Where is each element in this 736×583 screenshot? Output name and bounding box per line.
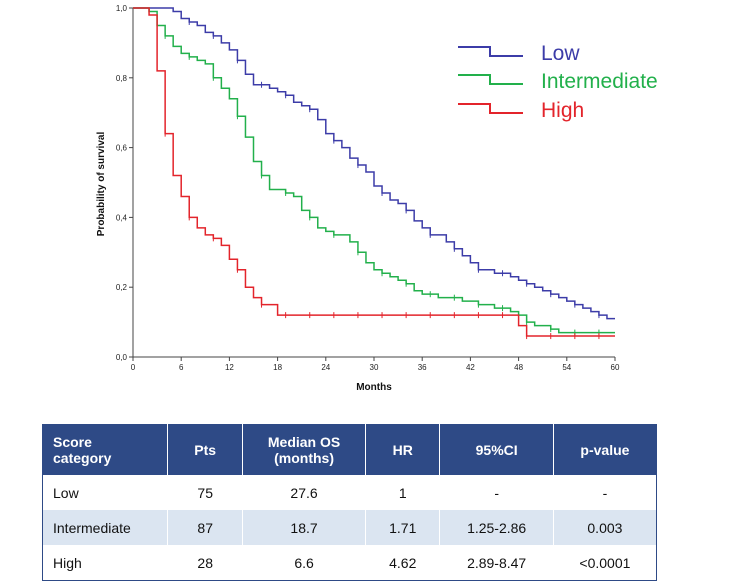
x-tick-label: 12 — [225, 363, 234, 372]
table-cell: 28 — [167, 545, 244, 581]
chart-axes: 0,0 0,2 0,4 0,6 0,8 1,0 0 6 12 18 24 30 36 42 48 54 60 — [116, 4, 620, 372]
x-tick-label: 36 — [418, 363, 427, 372]
x-tick-label: 48 — [514, 363, 523, 372]
table-cell: - — [553, 475, 657, 510]
table-header-row: Score category Pts Median OS (months) HR 95%CI… — [42, 424, 657, 475]
table-cell: 1 — [365, 475, 441, 510]
x-tick-label: 60 — [611, 363, 620, 372]
table-row: High 28 6.6 4.62 2.89-8.47 <0.0001 — [42, 545, 657, 581]
table-body: Low 75 27.6 1- - Intermediate 87 18.7 1.71 1.25-2… — [42, 475, 657, 581]
table-cell: 1.25-2.86 — [439, 510, 554, 545]
table-cell: 27.6 — [242, 475, 366, 510]
table-cell: <0.0001 — [553, 545, 657, 581]
survival-chart: 0,0 0,2 0,4 0,6 0,8 1,0 0 6 12 18 24 30 36 42 48 54 60 L… — [96, 4, 658, 393]
table-cell: High — [42, 545, 169, 581]
table-cell: 75 — [167, 475, 244, 510]
legend-swatch-high — [458, 103, 523, 114]
results-table: Score category Pts Median OS (months) HR 95%CI… — [42, 424, 657, 581]
table-cell: Low — [42, 475, 169, 510]
y-tick-label: 0,0 — [116, 353, 128, 362]
table-header-cell: Pts — [167, 424, 244, 475]
table-cell: 4.62 — [365, 545, 441, 581]
x-axis-title: Months — [356, 382, 392, 393]
legend-label-low: Low — [541, 42, 580, 65]
table-row: Low 75 27.6 1- - — [42, 475, 657, 510]
table-cell: 0.003 — [553, 510, 657, 545]
legend-label-high: High — [541, 99, 584, 122]
y-tick-label: 0,2 — [116, 283, 128, 292]
results-table-container: Score category Pts Median OS (months) HR 95%CI… — [42, 424, 657, 581]
table-row: Intermediate 87 18.7 1.71 1.25-2.86 0.003 — [42, 510, 657, 545]
table-header-cell: 95%CI — [439, 424, 554, 475]
table-cell: - — [439, 475, 554, 510]
table-cell: 2.89-8.47 — [439, 545, 554, 581]
table-header-cell: HR — [365, 424, 441, 475]
table-cell: 18.7 — [242, 510, 366, 545]
y-tick-label: 0,4 — [116, 213, 128, 222]
survival-curve-intermediate — [133, 7, 615, 334]
x-tick-label: 24 — [321, 363, 330, 372]
x-tick-label: 6 — [179, 363, 184, 372]
x-tick-label: 30 — [370, 363, 379, 372]
x-tick-label: 54 — [562, 363, 571, 372]
y-tick-label: 0,6 — [116, 144, 128, 153]
y-axis-title: Probability of survival — [96, 132, 107, 237]
legend-swatch-low — [458, 46, 523, 57]
x-tick-label: 0 — [131, 363, 136, 372]
chart-curves — [133, 7, 615, 340]
x-tick-label: 18 — [273, 363, 282, 372]
table-header-cell: p-value — [553, 424, 657, 475]
legend-swatch-intermediate — [458, 74, 523, 85]
table-cell: 6.6 — [242, 545, 366, 581]
y-tick-label: 0,8 — [116, 74, 128, 83]
survival-curve-high — [133, 7, 615, 337]
chart-legend: Low Intermediate High — [458, 42, 658, 122]
table-cell: Intermediate — [42, 510, 169, 545]
legend-label-intermediate: Intermediate — [541, 70, 658, 93]
table-header-cell: Median OS (months) — [242, 424, 366, 475]
x-tick-label: 42 — [466, 363, 475, 372]
table-cell: 87 — [167, 510, 244, 545]
table-header-cell: Score category — [42, 424, 169, 475]
y-tick-label: 1,0 — [116, 4, 128, 13]
table-cell: 1.71 — [365, 510, 441, 545]
